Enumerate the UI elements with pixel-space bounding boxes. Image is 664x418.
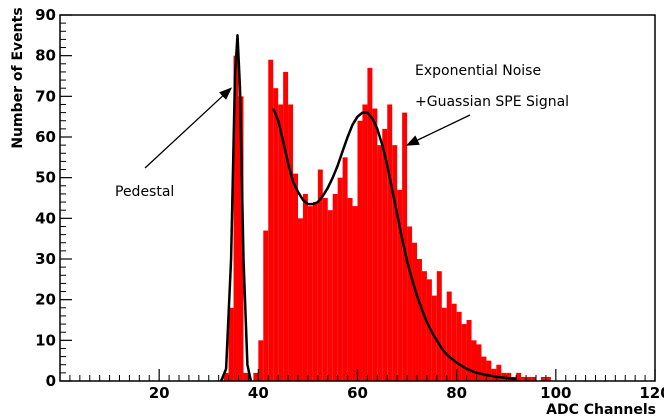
histogram-bar [526, 376, 532, 381]
histogram-bar [332, 193, 338, 381]
annotation-exponential-noise: Exponential Noise [415, 63, 541, 79]
y-tick-label: 20 [35, 291, 56, 309]
y-axis-ticks: 0 10 20 30 40 50 60 70 80 90 [35, 6, 72, 390]
histogram-bar [540, 376, 546, 381]
histogram-bar [481, 356, 487, 381]
histogram-bar [471, 340, 477, 381]
histogram-bar [283, 71, 289, 381]
y-tick-label: 10 [35, 331, 56, 349]
pedestal-fit-line [219, 34, 253, 382]
histogram-bar [342, 157, 348, 381]
histogram-bar [426, 279, 432, 381]
histogram-bar [461, 324, 467, 381]
histogram-bar [263, 230, 269, 381]
histogram-bar [367, 67, 373, 381]
y-tick-label: 80 [35, 47, 56, 65]
y-axis-title: Number of Events [10, 7, 26, 148]
histogram-bar [486, 360, 492, 381]
histogram-bar [238, 96, 244, 381]
histogram-bar [436, 271, 442, 381]
histogram-bar [531, 376, 536, 381]
histogram-bar [293, 173, 298, 381]
annotation-arrows [144, 87, 471, 169]
y-tick-label: 40 [35, 209, 56, 227]
histogram-bar [223, 372, 229, 381]
annotation-gaussian-spe-signal: +Guassian SPE Signal [415, 94, 569, 110]
histogram-bar [516, 372, 522, 381]
histogram-bar [397, 189, 403, 381]
histogram-bar [307, 206, 313, 381]
histogram-bar [347, 198, 353, 381]
histogram-bar [545, 376, 551, 381]
histogram-bar [243, 372, 249, 381]
x-tick-label: 80 [446, 384, 467, 402]
histogram-bar [446, 291, 452, 381]
histogram-bar [382, 128, 388, 381]
pedestal-arrow [144, 87, 233, 169]
histogram-bar [312, 202, 318, 381]
histogram-bar [268, 59, 274, 381]
histogram-bar [441, 307, 447, 381]
y-tick-label: 60 [35, 128, 56, 146]
x-tick-label: 60 [347, 384, 368, 402]
x-axis-ticks: 20 40 60 80 100 120 [69, 369, 664, 402]
x-tick-label: 40 [248, 384, 269, 402]
histogram-bar [506, 372, 512, 381]
histogram-bar [278, 104, 284, 381]
histogram-bar [451, 303, 457, 381]
spe-arrow [405, 114, 471, 146]
histogram-bar [407, 226, 413, 381]
histogram-bar [387, 104, 393, 381]
histogram-bar [417, 259, 422, 381]
y-tick-label: 70 [35, 87, 56, 105]
y-tick-label: 0 [46, 372, 56, 390]
histogram-bar [302, 193, 308, 381]
histogram-bar [392, 145, 398, 381]
histogram-bar [372, 108, 378, 382]
histogram-bar [288, 104, 294, 381]
x-tick-label: 20 [149, 384, 170, 402]
histogram-bar [298, 218, 303, 381]
histogram-bar [362, 104, 368, 381]
histogram-bar [377, 145, 383, 381]
histogram-bar [228, 307, 234, 381]
histogram-bar [273, 88, 279, 381]
histogram-bar [421, 271, 427, 381]
histogram-bar [322, 198, 328, 381]
fit-curves [219, 34, 517, 382]
histogram-bar [357, 120, 363, 381]
histogram-bar [491, 368, 497, 381]
histogram-bar [253, 372, 259, 381]
x-tick-label: 120 [639, 384, 664, 402]
histogram-bar [466, 320, 472, 381]
y-tick-label: 90 [35, 6, 56, 24]
histogram-bar [233, 55, 239, 382]
spe-fit-line [272, 108, 517, 381]
histogram-bar [476, 344, 482, 381]
histogram-bar [456, 311, 462, 381]
y-tick-label: 50 [35, 169, 56, 187]
histogram-bar [337, 177, 343, 381]
histogram-bar [258, 340, 264, 381]
annotation-pedestal: Pedestal [115, 184, 174, 200]
histogram-bar [327, 210, 333, 381]
histogram-bar [412, 242, 417, 381]
histogram-bar [521, 376, 527, 381]
x-tick-label: 100 [540, 384, 571, 402]
histogram-bar [496, 364, 502, 381]
histogram-bar [352, 206, 358, 381]
x-axis-title: ADC Channels [546, 402, 656, 418]
y-tick-label: 30 [35, 250, 56, 268]
histogram-bar [317, 169, 323, 381]
